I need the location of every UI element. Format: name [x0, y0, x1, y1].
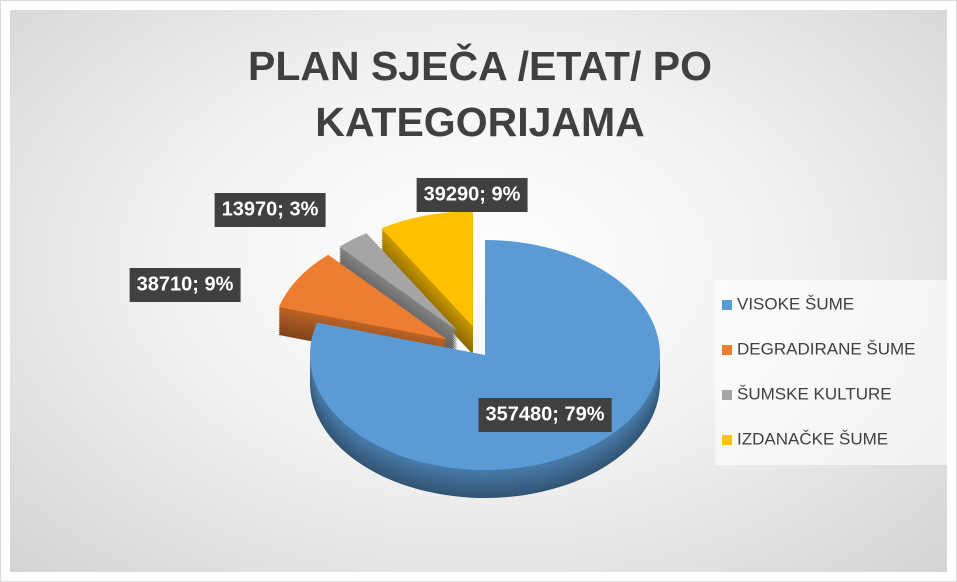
data-label-box [478, 398, 612, 432]
legend-label: DEGRADIRANE ŠUME [737, 339, 916, 358]
legend-swatch [722, 435, 732, 445]
legend-swatch [722, 345, 732, 355]
data-label: 38710; 9% [129, 268, 241, 302]
data-label-text: 38710; 9% [137, 273, 234, 295]
legend: VISOKE ŠUME DEGRADIRANE ŠUME ŠUMSKE KULTUR… [715, 280, 955, 465]
legend-box [715, 280, 955, 465]
chart-title: PLAN SJEČA /ETAT/ PO KATEGORIJAMA [248, 43, 712, 145]
legend-swatch [722, 300, 732, 310]
data-label-box [416, 178, 528, 212]
slice [339, 233, 458, 332]
data-label-text: 13970; 3% [222, 198, 319, 220]
slice [381, 211, 473, 327]
legend-swatch [722, 390, 732, 400]
data-label: 357480; 79% [478, 398, 612, 432]
data-label-text: 357480; 79% [486, 403, 605, 425]
data-label-box [129, 268, 241, 302]
legend-label: VISOKE ŠUME [737, 294, 854, 313]
slice [278, 254, 447, 340]
data-label: 13970; 3% [214, 193, 326, 227]
data-label-box [214, 193, 326, 227]
data-label: 39290; 9% [416, 178, 528, 212]
legend-label: IZDANAČKE ŠUME [737, 429, 888, 448]
legend-label: ŠUMSKE KULTURE [737, 384, 892, 403]
data-label-text: 39290; 9% [424, 183, 521, 205]
